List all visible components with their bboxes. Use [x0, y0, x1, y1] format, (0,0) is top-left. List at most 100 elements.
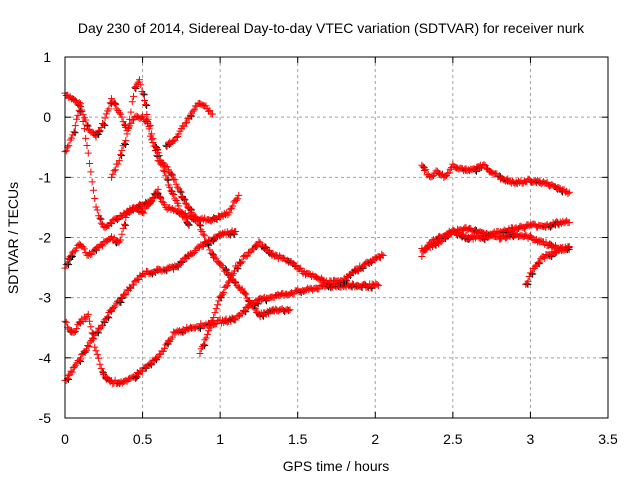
data-point	[193, 214, 201, 222]
data-point	[172, 180, 180, 188]
data-point	[184, 220, 192, 228]
data-point	[232, 316, 240, 324]
data-point	[88, 178, 96, 186]
data-point	[117, 110, 125, 118]
data-point	[565, 243, 573, 251]
data-point	[137, 81, 145, 89]
data-point	[130, 281, 138, 289]
data-point	[118, 113, 126, 121]
y-tick-label: 0	[43, 109, 51, 125]
data-point	[224, 278, 232, 286]
data-point	[96, 127, 104, 135]
data-point	[111, 166, 119, 174]
data-point	[118, 146, 126, 154]
data-point	[149, 138, 157, 146]
data-point	[115, 157, 123, 165]
data-point	[119, 118, 127, 126]
data-point	[161, 344, 169, 352]
data-point	[208, 317, 216, 325]
data-point	[96, 360, 104, 368]
data-point	[201, 232, 209, 240]
data-point	[242, 290, 250, 298]
data-point	[82, 346, 90, 354]
x-tick-label: 2.5	[443, 431, 463, 447]
data-point	[161, 168, 169, 176]
data-point	[421, 246, 429, 254]
data-point	[62, 147, 70, 155]
data-point	[522, 231, 530, 239]
data-point	[199, 230, 207, 238]
data-point	[286, 306, 294, 314]
data-point	[110, 303, 118, 311]
data-point	[73, 115, 81, 123]
data-point	[95, 354, 103, 362]
data-point	[76, 107, 84, 115]
data-point	[85, 343, 93, 351]
data-point	[143, 102, 151, 110]
data-point	[197, 226, 205, 234]
data-point	[71, 97, 79, 105]
data-point	[87, 323, 95, 331]
data-point	[189, 107, 197, 115]
data-point	[201, 336, 209, 344]
plot-frame	[64, 56, 609, 419]
data-point	[185, 221, 193, 229]
data-point	[159, 347, 167, 355]
data-point	[229, 202, 237, 210]
data-point	[86, 338, 94, 346]
data-point	[143, 110, 151, 118]
data-point	[374, 282, 382, 290]
data-point	[210, 313, 218, 321]
data-point	[166, 183, 174, 191]
data-point	[68, 368, 76, 376]
data-point	[222, 282, 230, 290]
data-point	[111, 100, 119, 108]
data-point	[175, 130, 183, 138]
data-point	[173, 183, 181, 191]
data-point	[87, 168, 95, 176]
data-point	[446, 165, 454, 173]
data-point	[126, 115, 134, 123]
y-tick-label: -3	[39, 290, 52, 306]
data-point	[168, 333, 176, 341]
data-point	[186, 205, 194, 213]
data-point	[86, 160, 94, 168]
data-point	[75, 357, 83, 365]
data-point	[101, 114, 109, 122]
data-point	[153, 145, 161, 153]
data-point	[97, 364, 105, 372]
data-point	[154, 185, 162, 193]
data-point	[117, 236, 125, 244]
data-point	[565, 188, 573, 196]
data-point	[222, 265, 230, 273]
data-point	[114, 160, 122, 168]
data-point	[84, 310, 92, 318]
data-point	[179, 258, 187, 266]
data-point	[128, 98, 136, 106]
data-point	[77, 355, 85, 363]
data-point	[139, 90, 147, 98]
y-tick-label: -1	[39, 169, 52, 185]
data-point	[528, 269, 536, 277]
data-point	[180, 122, 188, 130]
data-point	[90, 335, 98, 343]
data-point	[564, 190, 572, 198]
data-point	[91, 343, 99, 351]
data-point	[180, 195, 188, 203]
data-point	[146, 121, 154, 129]
data-point	[183, 200, 191, 208]
data-point	[203, 330, 211, 338]
data-point	[206, 246, 214, 254]
data-point	[124, 124, 132, 132]
data-point	[190, 106, 198, 114]
data-point	[422, 166, 430, 174]
data-point	[108, 173, 116, 181]
data-point	[237, 259, 245, 267]
data-point	[122, 137, 130, 145]
data-point	[93, 350, 101, 358]
data-point	[155, 152, 163, 160]
data-point	[315, 285, 323, 293]
data-point	[238, 258, 246, 266]
data-point	[92, 347, 100, 355]
